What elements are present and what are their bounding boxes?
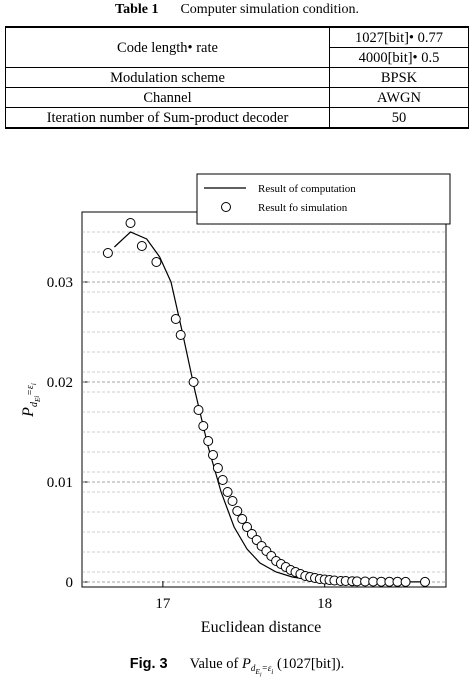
caption-subscript: dEi=εi <box>250 663 274 679</box>
svg-text:PdEi=εi: PdEi=εi <box>20 383 42 418</box>
data-point <box>232 506 243 516</box>
figure-label: Fig. 3 <box>129 656 168 672</box>
data-point <box>237 514 248 524</box>
y-tick-label: 0.01 <box>47 475 73 491</box>
y-tick-label: 0.03 <box>47 275 73 291</box>
y-tick-label: 0.02 <box>47 375 73 391</box>
x-axis-ticks: 17 18 <box>155 581 332 612</box>
x-tick-label: 17 <box>155 596 171 612</box>
legend-marker-swatch <box>221 202 231 212</box>
data-point <box>125 218 136 228</box>
x-tick-label: 18 <box>317 596 332 612</box>
x-axis-label: Euclidean distance <box>201 619 321 636</box>
grid-lines <box>82 231 446 573</box>
data-point <box>222 487 233 497</box>
plot-frame <box>81 211 447 588</box>
table-cell-param: Modulation scheme <box>5 67 330 88</box>
data-point <box>170 314 181 324</box>
data-point <box>151 257 162 267</box>
y-axis-ticks: 0 0.01 0.02 0.03 <box>47 275 446 591</box>
table-caption: Table 1 Computer simulation condition. <box>0 2 474 18</box>
caption-symbol: P <box>241 656 251 672</box>
caption-suffix: (1027[bit]). <box>277 656 345 672</box>
data-point <box>198 421 209 431</box>
table-title: Computer simulation condition. <box>180 2 359 17</box>
figure-caption: Fig. 3 Value of PdEi=εi (1027[bit]). <box>0 656 474 678</box>
table-label: Table 1 <box>115 2 159 17</box>
table-cell-value: 50 <box>329 107 469 129</box>
table-row: Iteration number of Sum-product decoder … <box>5 107 469 129</box>
table-cell-value: AWGN <box>329 87 469 108</box>
y-axis-label: PdEi=εi <box>20 383 42 418</box>
data-point <box>203 436 214 446</box>
data-point <box>212 463 223 473</box>
table-row: Code length• rate 1027[bit]• 0.77 <box>5 26 469 68</box>
legend-entry-computation: Result of computation <box>258 183 356 195</box>
simulation-markers <box>102 218 430 587</box>
data-point <box>193 405 204 415</box>
data-point <box>175 330 186 340</box>
table-row: Channel AWGN <box>5 87 469 108</box>
data-point <box>208 450 218 460</box>
data-point <box>188 377 199 387</box>
caption-prefix: Value of <box>189 656 239 672</box>
y-tick-label: 0 <box>66 575 74 591</box>
data-point <box>102 248 113 258</box>
data-point <box>242 522 252 532</box>
data-point <box>136 241 147 251</box>
table-cell-param: Channel <box>5 87 330 108</box>
legend-entry-simulation: Result fo simulation <box>258 202 348 214</box>
legend: Result of computation Result fo simulati… <box>196 173 451 225</box>
simulation-conditions-table: Code length• rate 1027[bit]• 0.77 4000[b… <box>5 26 469 129</box>
data-point <box>217 475 228 485</box>
data-point <box>420 576 430 587</box>
table-row: Modulation scheme BPSK <box>5 67 469 88</box>
table-cell-param: Code length• rate <box>5 26 330 68</box>
legend-box <box>196 173 451 225</box>
data-point <box>227 496 238 506</box>
data-point <box>400 576 411 587</box>
